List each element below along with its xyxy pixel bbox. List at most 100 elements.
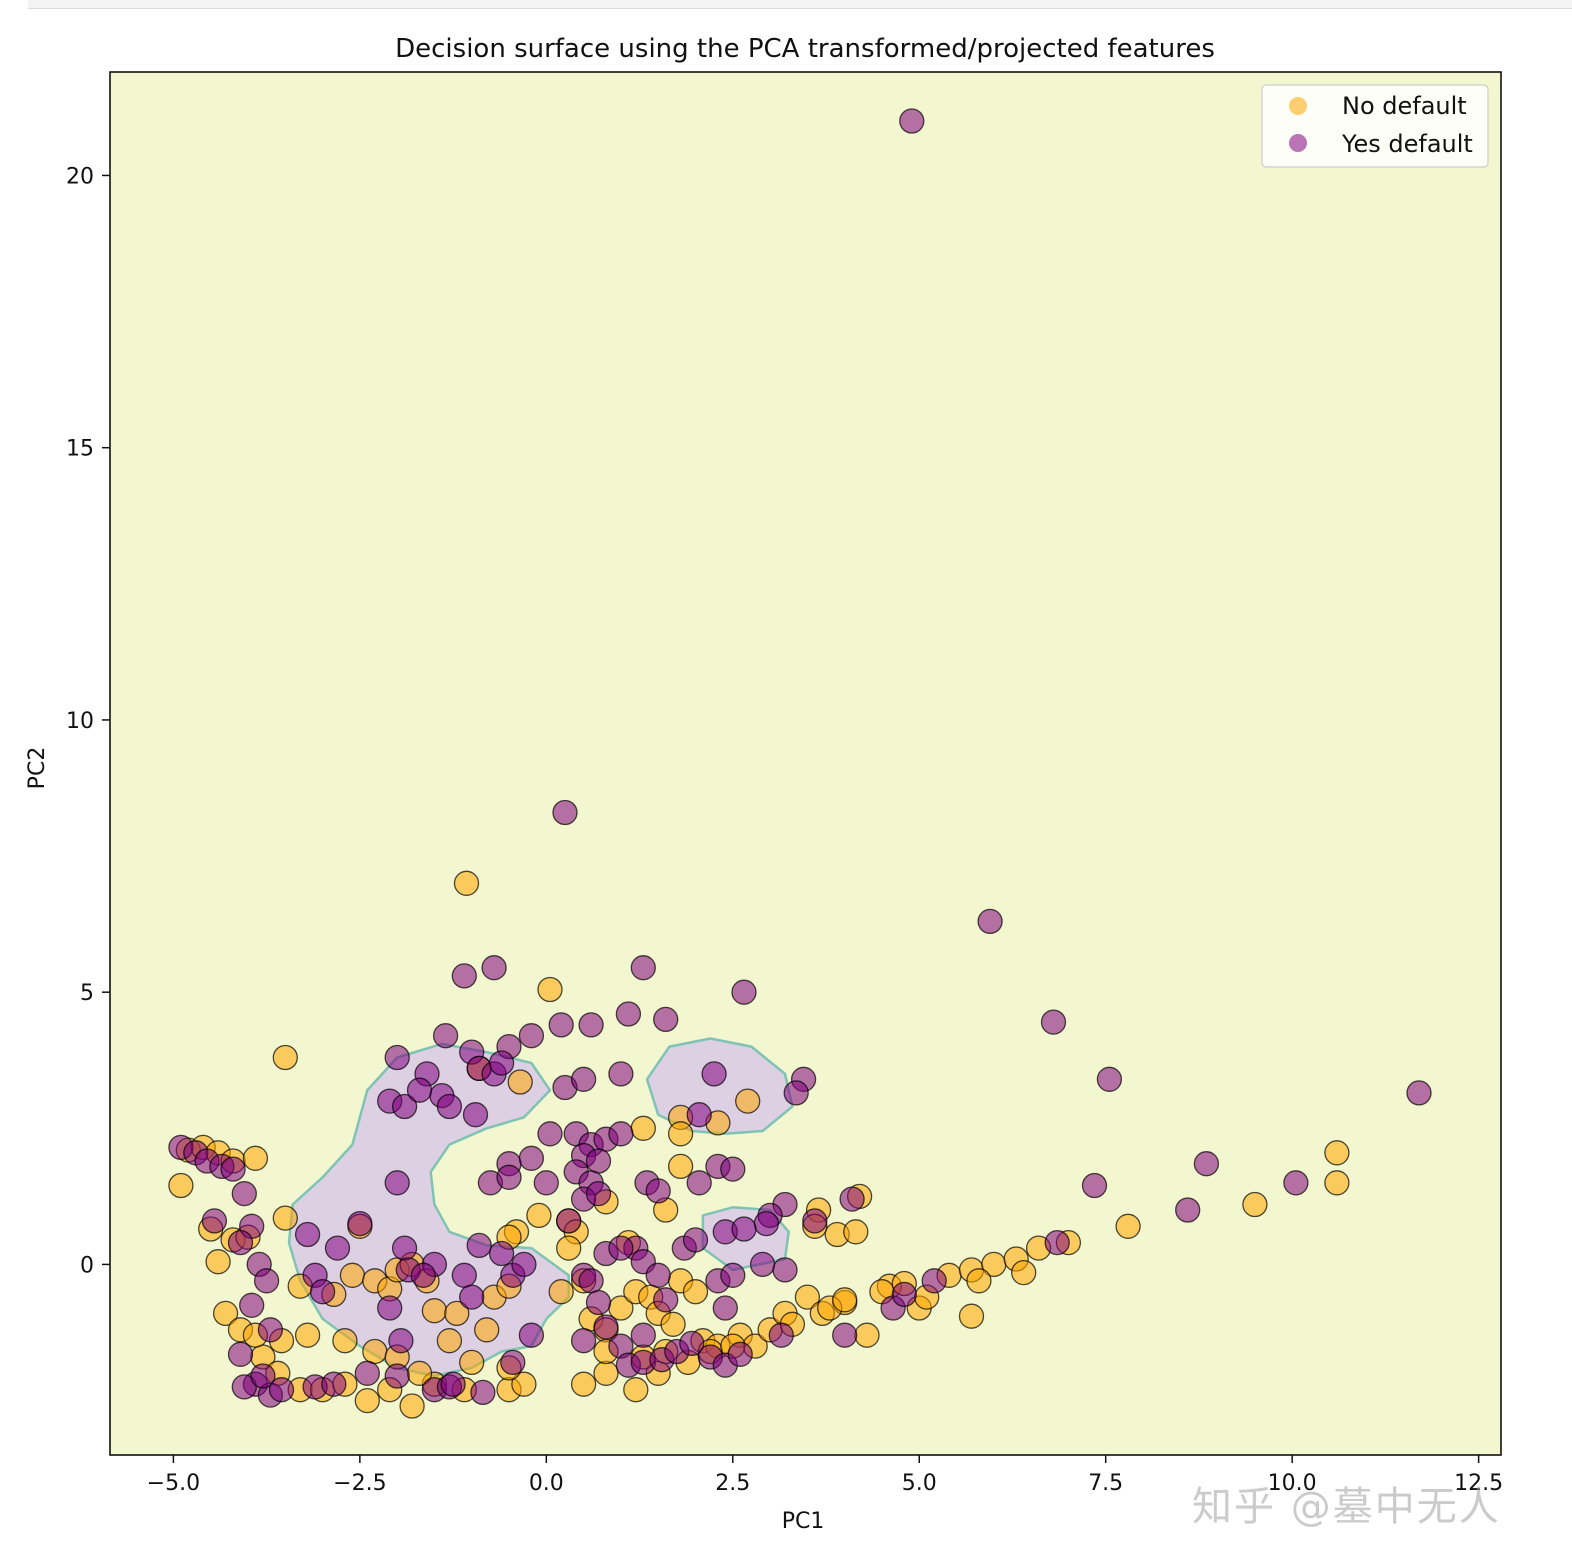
data-point [212, 1300, 239, 1327]
data-point [578, 1012, 604, 1038]
data-point [406, 1077, 433, 1103]
data-point [720, 1156, 746, 1182]
data-point [701, 1061, 727, 1087]
data-point [231, 1180, 257, 1207]
data-point [731, 979, 757, 1005]
data-point [466, 1232, 492, 1259]
data-point [832, 1287, 858, 1313]
data-point [645, 1178, 671, 1204]
data-point [1324, 1140, 1350, 1166]
data-point [474, 1317, 500, 1343]
data-point [511, 1371, 537, 1397]
y-tick-label: 0 [80, 1253, 94, 1278]
data-point [459, 1284, 485, 1310]
data-point [556, 1235, 582, 1261]
data-point [548, 1279, 574, 1305]
data-point [1242, 1191, 1268, 1218]
data-point [384, 1044, 410, 1071]
y-axis: 0 5 10 15 20 [66, 164, 110, 1278]
x-tick-label: 0.0 [529, 1471, 564, 1496]
data-point [1081, 1172, 1108, 1199]
y-tick-label: 5 [80, 981, 94, 1006]
notebook-cell-top-border [28, 0, 1572, 9]
data-point [220, 1156, 246, 1182]
data-point [720, 1262, 746, 1288]
data-point [593, 1360, 619, 1386]
data-point [257, 1317, 284, 1343]
data-point [679, 1330, 705, 1357]
data-point [667, 1121, 694, 1147]
data-point [205, 1249, 231, 1275]
legend: No default Yes default [1261, 84, 1489, 168]
data-point [548, 1012, 574, 1038]
data-point [444, 1300, 470, 1327]
data-point [749, 1251, 776, 1278]
data-point [1283, 1170, 1309, 1196]
data-point [727, 1341, 753, 1367]
data-point [272, 1044, 298, 1071]
data-point [231, 1374, 257, 1400]
data-point [410, 1262, 436, 1288]
data-point [1324, 1170, 1350, 1196]
data-point [731, 1216, 757, 1242]
data-point [585, 1148, 612, 1174]
data-point [339, 1262, 366, 1288]
data-point [623, 1377, 649, 1403]
chart-title: Decision surface using the PCA transform… [395, 34, 1215, 64]
data-point [686, 1170, 712, 1196]
data-point [570, 1066, 597, 1092]
data-point [585, 1289, 612, 1316]
data-point [585, 1180, 612, 1207]
data-point [615, 1001, 642, 1027]
x-tick-label: 5.0 [902, 1471, 937, 1496]
data-point [1040, 1009, 1067, 1035]
data-point [496, 1164, 522, 1190]
data-point [832, 1322, 858, 1348]
data-point [391, 1093, 418, 1120]
data-point [533, 1170, 559, 1196]
data-point [388, 1328, 414, 1354]
data-point [421, 1298, 448, 1324]
data-point [384, 1363, 410, 1389]
data-point [966, 1268, 992, 1294]
data-point [735, 1088, 761, 1114]
data-point [507, 1069, 533, 1095]
data-point [518, 1145, 545, 1171]
y-tick-label: 15 [66, 437, 94, 462]
data-point [667, 1153, 694, 1180]
data-point [481, 955, 507, 981]
data-point [399, 1393, 425, 1419]
legend-marker-no-default [1289, 97, 1307, 115]
data-point [608, 1235, 634, 1261]
data-point [440, 1371, 466, 1397]
data-point [802, 1208, 828, 1234]
data-point [843, 1219, 869, 1245]
data-point [436, 1328, 463, 1354]
data-point [250, 1363, 276, 1389]
data-point [556, 1208, 582, 1234]
data-point [1406, 1080, 1432, 1106]
data-point [451, 963, 477, 989]
data-point [958, 1303, 985, 1329]
data-point [921, 1268, 947, 1294]
y-tick-label: 20 [66, 164, 94, 189]
x-tick-label: 10.0 [1268, 1471, 1317, 1496]
data-point [1044, 1229, 1070, 1256]
data-point [686, 1102, 712, 1128]
data-point [470, 1379, 496, 1406]
data-point [977, 908, 1003, 935]
data-point [891, 1281, 917, 1308]
data-point [630, 955, 656, 981]
data-point [1115, 1213, 1141, 1239]
x-tick-label: 12.5 [1454, 1471, 1503, 1496]
data-point [488, 1240, 515, 1267]
data-point [518, 1322, 545, 1348]
data-point [354, 1387, 380, 1414]
data-point [377, 1295, 403, 1321]
legend-marker-yes-default [1289, 134, 1307, 152]
y-axis-label: PC2 [25, 747, 50, 790]
data-point [459, 1349, 485, 1376]
data-point [608, 1061, 634, 1087]
data-point [772, 1257, 798, 1283]
data-point [518, 1023, 545, 1049]
